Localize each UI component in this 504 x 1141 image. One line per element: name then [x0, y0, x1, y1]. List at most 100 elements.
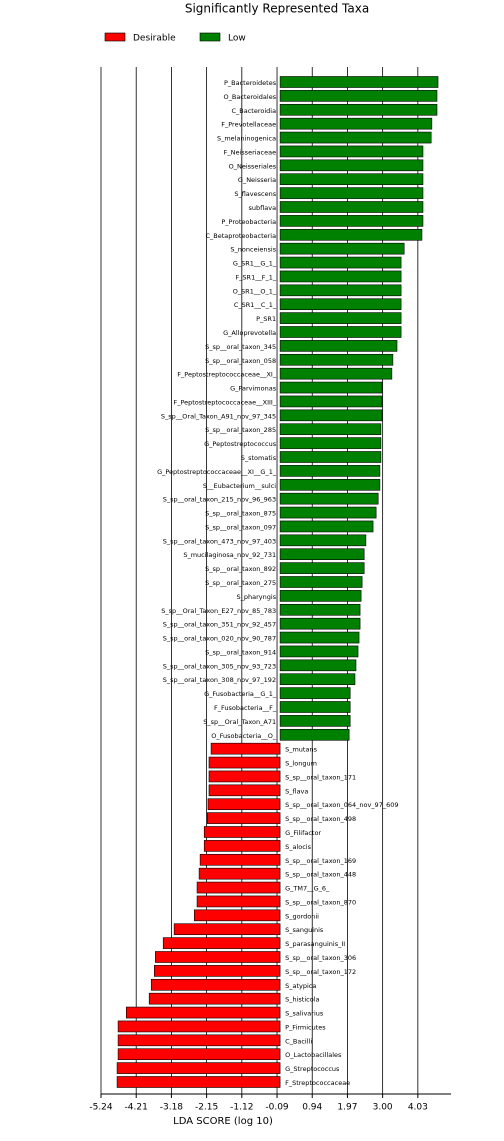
bar	[208, 756, 281, 769]
bar	[279, 451, 382, 463]
bar	[279, 145, 424, 158]
category-label: S_flava	[285, 787, 308, 795]
category-label: S_sp__oral_taxon_169	[285, 857, 356, 865]
bar	[279, 340, 398, 352]
bar	[125, 1006, 281, 1019]
legend-label: Low	[228, 34, 246, 44]
bar	[279, 562, 365, 574]
category-label: F_Prevotellaceae	[221, 121, 276, 129]
legend-label: Desirable	[133, 34, 176, 44]
bar	[279, 423, 382, 436]
category-label: S_sp__oral_taxon_305_nov_93_723	[163, 662, 276, 670]
bar	[279, 520, 374, 533]
bar	[207, 798, 281, 811]
category-label: S_sp__oral_taxon_058	[205, 357, 276, 365]
category-label: C_Bacilli	[285, 1037, 312, 1045]
bar	[279, 242, 405, 255]
category-label: G_Parvimonas	[230, 385, 277, 393]
bar	[117, 1020, 281, 1033]
bar	[279, 76, 439, 88]
bar	[116, 1076, 281, 1088]
category-label: S_sp__oral_taxon_064_nov_97_609	[285, 801, 398, 809]
bar	[279, 326, 402, 338]
category-label: S_sp__oral_taxon_097	[205, 523, 276, 531]
bar	[117, 1048, 281, 1061]
bar	[279, 492, 379, 505]
category-label: S_longum	[285, 760, 317, 768]
category-label: G_Peptostreptococcaceae__XI__G_1_	[157, 468, 277, 476]
bar	[279, 631, 360, 644]
bar	[196, 895, 281, 908]
category-label: S_atypica	[285, 982, 316, 990]
category-label: S_sp__Oral_Taxon_A71	[203, 718, 276, 726]
category-label: O_Fusobacteria__O_	[211, 732, 277, 740]
bar	[206, 812, 281, 824]
category-label: S_sp__oral_taxon_172	[285, 968, 356, 976]
bar	[279, 312, 402, 324]
bar	[279, 617, 361, 630]
category-label: S_sp__oral_taxon_351_nov_92_457	[163, 621, 276, 629]
bar	[279, 673, 356, 686]
bar	[279, 395, 383, 408]
category-label: subflava	[249, 204, 277, 212]
category-label: S_sp__oral_taxon_285	[205, 426, 276, 434]
bar	[279, 256, 402, 269]
bar	[279, 687, 351, 699]
bar	[279, 367, 393, 380]
category-label: G_Peptostreptococcus	[204, 440, 277, 448]
legend-swatch	[104, 32, 126, 42]
bar	[279, 603, 361, 616]
bar	[148, 992, 281, 1005]
category-label: F_Neisseriaceae	[224, 148, 276, 156]
bar	[279, 159, 424, 172]
category-label: P_SR1	[256, 315, 276, 323]
bar	[279, 659, 357, 672]
bar	[279, 576, 363, 588]
category-label: G_Fusobacteria__G_1_	[204, 690, 277, 698]
bar	[203, 840, 281, 852]
category-label: F_Fusobacteria__F_	[214, 704, 277, 712]
category-label: S_parasanguinis_II	[285, 940, 345, 948]
category-label: S_sp__oral_taxon_870	[285, 898, 356, 906]
category-label: S_sp__Oral_Taxon_A91_nov_97_345	[161, 412, 276, 420]
bar	[279, 478, 381, 491]
x-tick-label: -5.24	[89, 1103, 113, 1113]
category-label: O_Bacteroidales	[224, 93, 277, 101]
category-label: S_sp__oral_taxon_473_nov_97_403	[163, 537, 276, 545]
category-label: G_Alloprevotella	[223, 329, 276, 337]
category-label: S_mutans	[285, 746, 317, 754]
bar	[279, 728, 350, 741]
category-label: S_nonceiensis	[230, 246, 276, 254]
category-label: C_SR1__C_1_	[234, 301, 277, 309]
category-label: S__Eubacterium__sulci	[203, 482, 276, 490]
bar	[279, 353, 394, 366]
bar	[279, 534, 367, 547]
category-label: S_salivarius	[285, 1010, 324, 1018]
bar	[279, 131, 432, 144]
category-label: G_Neisseria	[238, 176, 276, 184]
bar	[155, 951, 281, 963]
bar	[279, 201, 424, 213]
bar	[203, 826, 281, 838]
bar	[154, 965, 281, 977]
category-label: S_stomatis	[241, 454, 277, 462]
bar	[279, 215, 424, 227]
chart-title: Significantly Represented Taxa	[185, 2, 369, 16]
category-label: S_gordonii	[285, 912, 319, 920]
bar	[173, 923, 281, 936]
bar	[208, 784, 281, 797]
category-label: P_Proteobacteria	[221, 218, 276, 226]
x-tick-label: -2.15	[195, 1103, 218, 1113]
bar	[199, 853, 281, 866]
bar	[279, 381, 383, 394]
bar	[279, 90, 438, 102]
category-label: S_sp__oral_taxon_498	[285, 815, 356, 823]
category-label: F_Peptostreptococcaceae__XI_	[177, 371, 277, 379]
x-tick-label: 4.03	[408, 1103, 428, 1113]
bar	[279, 409, 383, 422]
bar	[279, 103, 438, 116]
bar	[279, 465, 381, 477]
bar	[279, 715, 351, 727]
x-axis-label: LDA SCORE (log 10)	[173, 1116, 273, 1127]
